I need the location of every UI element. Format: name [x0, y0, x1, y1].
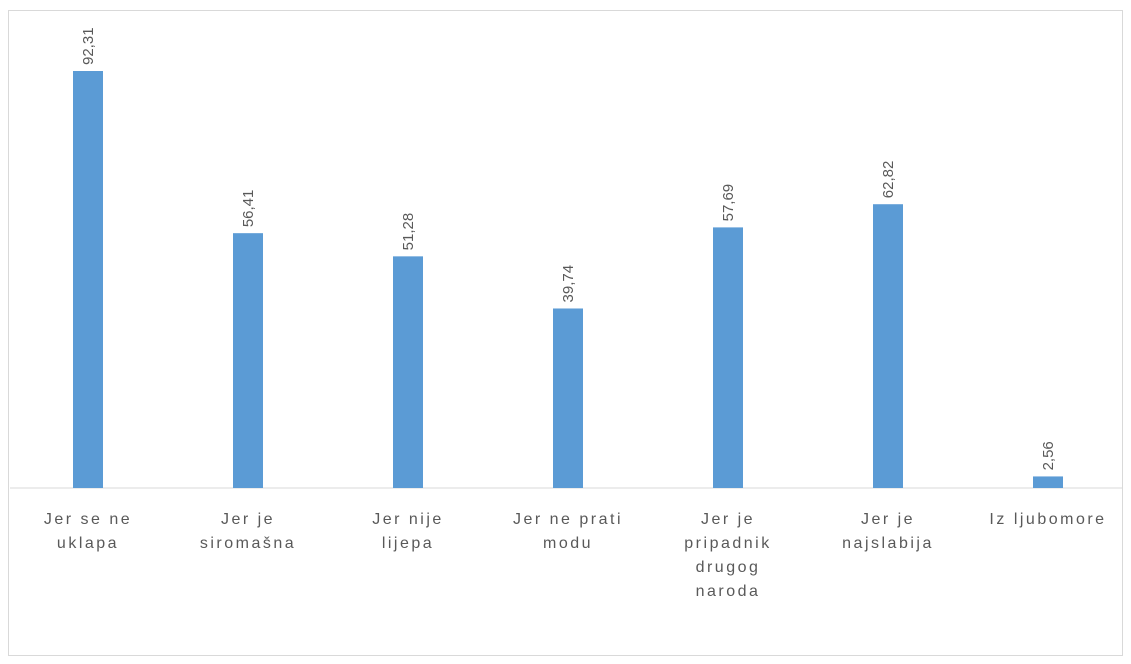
bar	[873, 204, 903, 488]
data-label: 56,41	[240, 190, 257, 228]
category-label: Jer je najslabija	[842, 511, 934, 552]
category-label: Jer nije lijepa	[372, 511, 444, 552]
data-label: 2,56	[1040, 441, 1057, 470]
category-label: Iz ljubomore	[989, 511, 1106, 528]
category-label: Jer se ne uklapa	[44, 511, 132, 552]
bar	[393, 256, 423, 488]
bars-group	[73, 71, 1063, 488]
bar	[73, 71, 103, 488]
data-label: 62,82	[880, 161, 897, 199]
category-labels-group: Jer se ne uklapa Jer je siromašna Jer nije li…	[44, 511, 1106, 600]
bar	[553, 308, 583, 488]
data-label: 92,31	[80, 27, 97, 65]
data-label: 57,69	[720, 184, 737, 222]
data-label: 39,74	[560, 265, 577, 303]
data-label: 51,28	[400, 213, 417, 251]
category-label: Jer ne prati modu	[513, 511, 623, 552]
bar	[713, 227, 743, 488]
bar	[233, 233, 263, 488]
category-label: Jer je siromašna	[200, 511, 296, 552]
bar	[1033, 476, 1063, 488]
data-labels-group: 92,31 56,41 51,28 39,74 57,69 62,82 2,56	[80, 27, 1057, 470]
category-label: Jer je pripadnik drugog naroda	[684, 511, 771, 600]
